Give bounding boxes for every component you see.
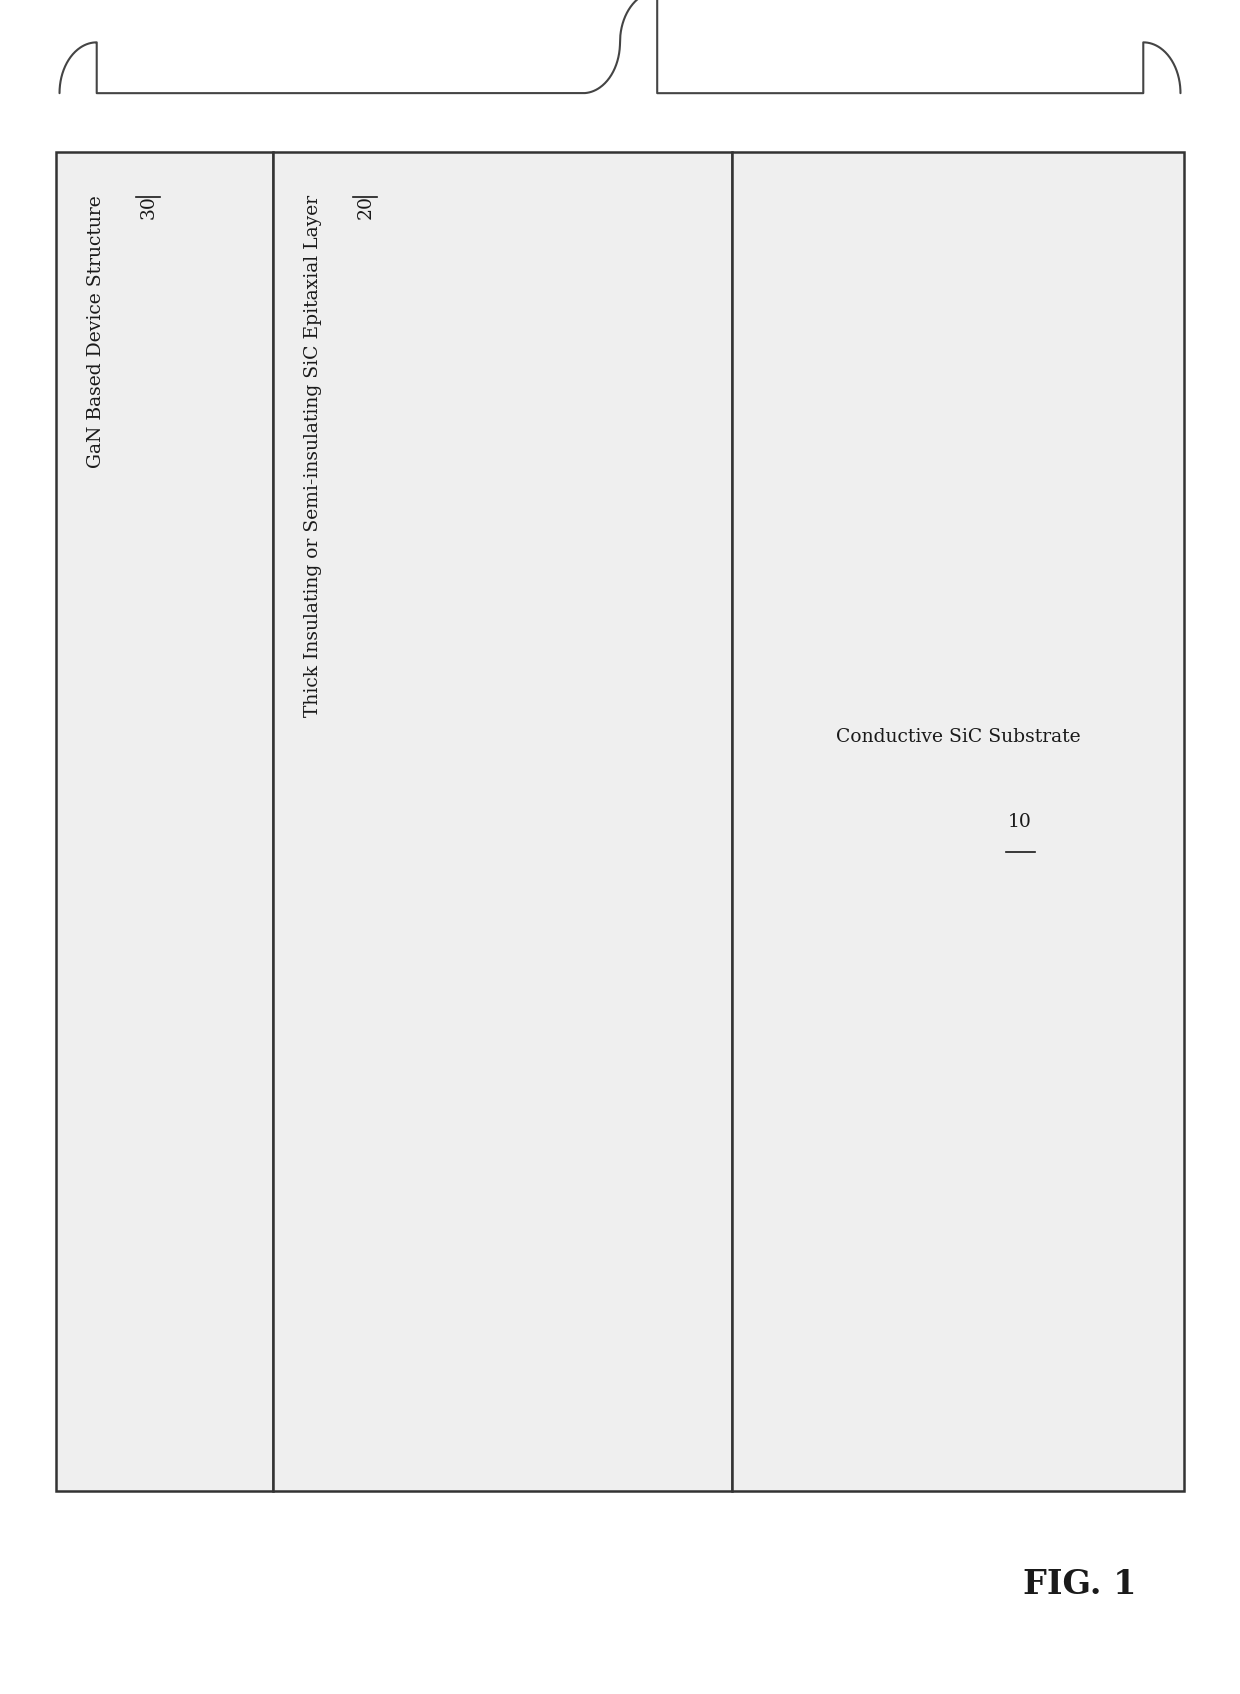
FancyBboxPatch shape xyxy=(732,152,1184,1491)
Text: 30: 30 xyxy=(140,195,159,219)
Text: GaN Based Device Structure: GaN Based Device Structure xyxy=(87,195,105,468)
Text: Thick Insulating or Semi-insulating SiC Epitaxial Layer: Thick Insulating or Semi-insulating SiC … xyxy=(304,195,322,717)
FancyBboxPatch shape xyxy=(273,152,732,1491)
Text: FIG. 1: FIG. 1 xyxy=(1023,1569,1137,1601)
Text: 20: 20 xyxy=(357,195,376,219)
Text: Conductive SiC Substrate: Conductive SiC Substrate xyxy=(836,728,1080,745)
Text: 10: 10 xyxy=(1007,813,1032,830)
FancyBboxPatch shape xyxy=(56,152,273,1491)
